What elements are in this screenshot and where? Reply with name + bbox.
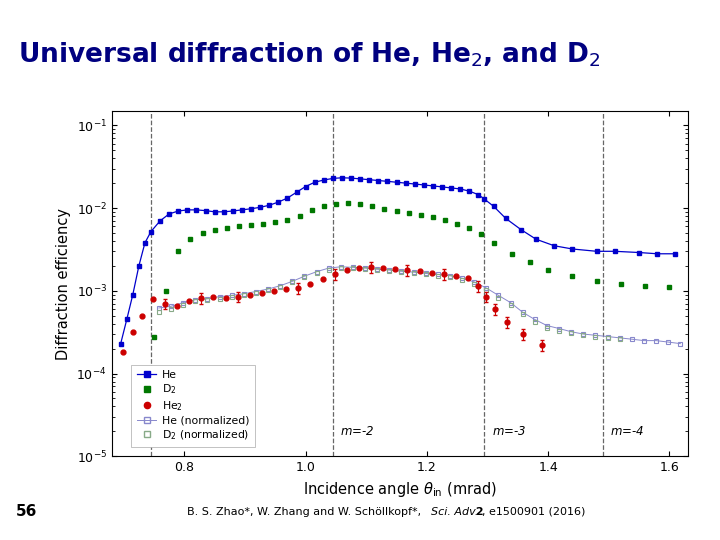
Text: 2: 2	[472, 507, 483, 517]
Text: B. S. Zhao*, W. Zhang and W. Schöllkopf*,: B. S. Zhao*, W. Zhang and W. Schöllkopf*…	[187, 507, 425, 517]
Legend: He, D$_2$, He$_2$, He (normalized), D$_2$ (normalized): He, D$_2$, He$_2$, He (normalized), D$_2…	[132, 364, 255, 448]
Text: $m$=-1: $m$=-1	[158, 424, 192, 437]
Text: Universal diffraction of He, He$_2$, and D$_2$: Universal diffraction of He, He$_2$, and…	[18, 40, 600, 69]
X-axis label: Incidence angle $\theta_{\mathrm{in}}$ (mrad): Incidence angle $\theta_{\mathrm{in}}$ (…	[302, 480, 497, 499]
Text: Sci. Adv.: Sci. Adv.	[431, 507, 478, 517]
Text: , e1500901 (2016): , e1500901 (2016)	[482, 507, 586, 517]
Y-axis label: Diffraction efficiency: Diffraction efficiency	[56, 207, 71, 360]
Text: $m$=-2: $m$=-2	[340, 424, 374, 437]
Text: $m$=-3: $m$=-3	[492, 424, 526, 437]
Text: $m$=-4: $m$=-4	[610, 424, 644, 437]
Text: 56: 56	[16, 504, 37, 519]
